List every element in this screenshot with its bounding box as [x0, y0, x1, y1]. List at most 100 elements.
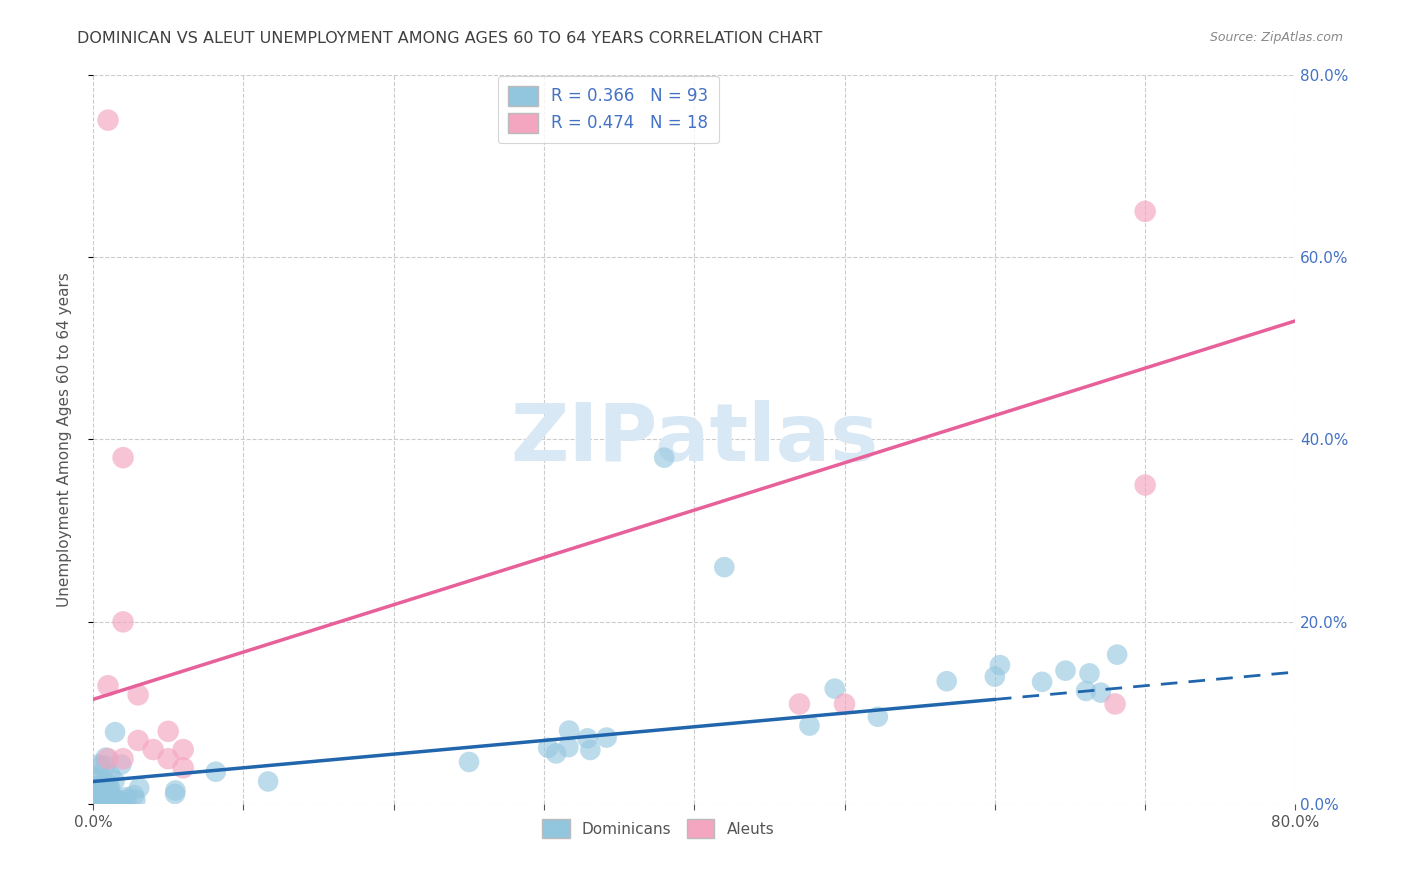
Point: [557, 740, 579, 755]
Point: [789, 697, 811, 711]
Point: [82, 797, 104, 811]
Point: [86, 786, 108, 800]
Point: [87, 797, 110, 811]
Point: [100, 795, 122, 809]
Point: [83, 780, 105, 794]
Point: [579, 743, 602, 757]
Point: [157, 752, 180, 766]
Point: [103, 794, 125, 808]
Point: [82, 770, 104, 784]
Point: [94, 775, 117, 789]
Point: [935, 674, 957, 689]
Point: [86, 787, 108, 801]
Point: [1078, 666, 1101, 681]
Point: [1090, 686, 1112, 700]
Point: [112, 615, 135, 629]
Point: [110, 794, 132, 808]
Point: [652, 450, 675, 465]
Point: [1074, 684, 1097, 698]
Point: [98, 780, 121, 795]
Point: [83, 797, 105, 811]
Point: [172, 761, 194, 775]
Point: [107, 794, 129, 808]
Point: [94, 750, 117, 764]
Point: [458, 755, 481, 769]
Point: [110, 757, 132, 772]
Point: [84, 797, 107, 811]
Point: [576, 731, 599, 746]
Point: [93, 789, 115, 804]
Point: [1107, 648, 1129, 662]
Point: [94, 793, 117, 807]
Point: [112, 752, 135, 766]
Point: [165, 783, 187, 797]
Point: [89, 788, 111, 802]
Point: [82, 797, 104, 811]
Y-axis label: Unemployment Among Ages 60 to 64 years: Unemployment Among Ages 60 to 64 years: [58, 272, 72, 607]
Point: [558, 723, 581, 738]
Point: [97, 679, 120, 693]
Text: DOMINICAN VS ALEUT UNEMPLOYMENT AMONG AGES 60 TO 64 YEARS CORRELATION CHART: DOMINICAN VS ALEUT UNEMPLOYMENT AMONG AG…: [77, 31, 823, 46]
Point: [122, 788, 145, 802]
Point: [124, 792, 146, 806]
Point: [96, 796, 118, 810]
Point: [1133, 204, 1156, 219]
Point: [100, 788, 122, 802]
Point: [866, 710, 889, 724]
Point: [115, 792, 138, 806]
Point: [97, 777, 120, 791]
Point: [1133, 478, 1156, 492]
Point: [100, 795, 122, 809]
Point: [128, 780, 150, 795]
Point: [1031, 674, 1053, 689]
Point: [84, 792, 107, 806]
Point: [87, 797, 110, 811]
Text: ZIPatlas: ZIPatlas: [510, 401, 879, 478]
Point: [544, 747, 567, 761]
Point: [984, 670, 1007, 684]
Point: [204, 764, 226, 779]
Point: [90, 758, 112, 772]
Point: [89, 797, 111, 811]
Point: [988, 658, 1011, 673]
Point: [96, 789, 118, 803]
Point: [94, 758, 117, 772]
Point: [834, 697, 856, 711]
Point: [112, 450, 135, 465]
Text: Source: ZipAtlas.com: Source: ZipAtlas.com: [1209, 31, 1343, 45]
Point: [82, 784, 104, 798]
Point: [84, 772, 107, 787]
Point: [115, 790, 138, 805]
Point: [98, 789, 121, 803]
Point: [89, 797, 111, 811]
Point: [91, 796, 114, 810]
Point: [108, 794, 131, 808]
Point: [89, 788, 111, 802]
Point: [257, 774, 280, 789]
Point: [82, 794, 104, 808]
Point: [104, 793, 127, 807]
Point: [127, 733, 149, 747]
Point: [82, 797, 104, 811]
Point: [97, 784, 120, 798]
Point: [103, 792, 125, 806]
Point: [87, 757, 110, 772]
Point: [84, 797, 107, 811]
Point: [595, 731, 617, 745]
Point: [157, 724, 180, 739]
Point: [799, 718, 821, 732]
Point: [824, 681, 846, 696]
Point: [82, 782, 104, 797]
Point: [87, 779, 110, 793]
Point: [98, 794, 121, 808]
Point: [98, 767, 121, 781]
Point: [104, 773, 127, 788]
Point: [97, 795, 120, 809]
Point: [90, 789, 112, 804]
Point: [97, 113, 120, 128]
Point: [163, 787, 186, 801]
Point: [713, 560, 735, 574]
Point: [142, 742, 165, 756]
Point: [537, 740, 560, 755]
Point: [84, 793, 107, 807]
